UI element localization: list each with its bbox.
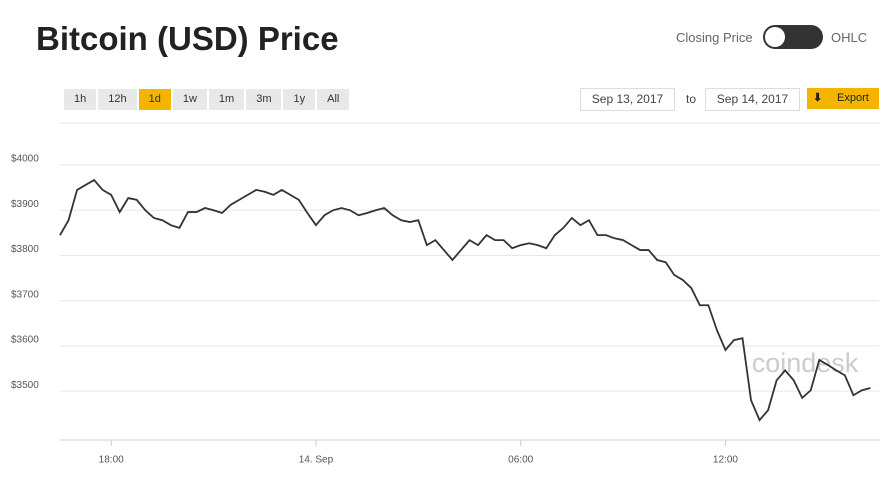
title: Bitcoin (USD) Price — [36, 20, 339, 57]
export-button[interactable]: ⬇ Export — [807, 88, 879, 109]
date-to[interactable]: Sep 14, 2017 — [705, 88, 800, 111]
range-button[interactable]: 12h — [98, 89, 137, 110]
y-tick-label: $3600 — [11, 335, 39, 346]
range-button[interactable]: 1h — [64, 89, 97, 110]
price-line — [59, 178, 871, 422]
y-tick-label: $4000 — [11, 154, 39, 165]
mode-label[interactable]: Closing Price — [676, 30, 753, 45]
range-button[interactable]: 1w — [172, 89, 207, 110]
range-button[interactable]: 1y — [283, 89, 316, 110]
mode-label[interactable]: OHLC — [831, 30, 868, 45]
date-from[interactable]: Sep 13, 2017 — [580, 88, 675, 111]
x-tick-label: 18:00 — [99, 455, 124, 466]
range-button[interactable]: 3m — [246, 89, 282, 110]
range-button[interactable]: 1d — [138, 89, 171, 110]
x-tick-label: 14. Sep — [299, 455, 334, 466]
y-tick-label: $3800 — [11, 244, 39, 255]
range-button[interactable]: All — [317, 89, 350, 110]
y-tick-label: $3900 — [11, 199, 39, 210]
x-tick-label: 12:00 — [713, 455, 738, 466]
export-label[interactable]: Export — [837, 92, 869, 104]
range-buttons: 1h 12h 1d 1w 1m 3m 1y All — [64, 89, 350, 110]
y-tick-label: $3500 — [11, 380, 39, 391]
range-button[interactable]: 1m — [208, 89, 245, 110]
y-tick-label: $3700 — [11, 289, 39, 300]
date-separator: to — [686, 92, 697, 106]
mode-toggle[interactable] — [763, 25, 823, 49]
x-tick-label: 06:00 — [508, 455, 533, 466]
